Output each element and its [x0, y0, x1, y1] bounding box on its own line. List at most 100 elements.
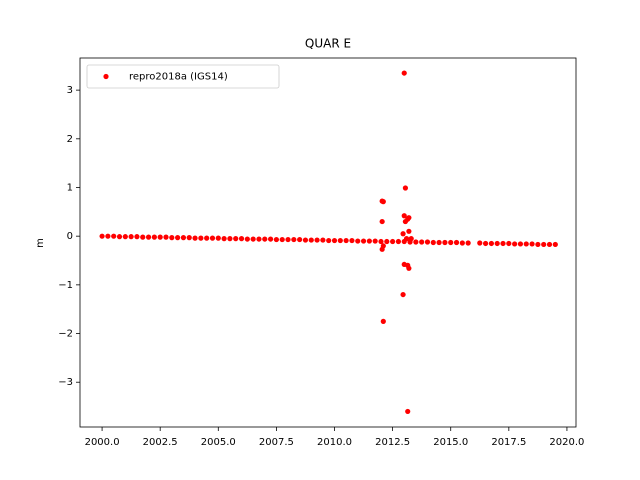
point	[151, 234, 157, 240]
point	[406, 265, 412, 271]
point	[546, 241, 553, 248]
point	[379, 246, 385, 252]
legend-label: repro2018a (IGS14)	[129, 72, 228, 83]
point	[419, 239, 425, 245]
point	[134, 234, 140, 240]
point	[405, 408, 411, 415]
point	[378, 238, 384, 245]
point	[198, 235, 204, 241]
point	[227, 236, 233, 242]
point	[380, 199, 386, 205]
legend-box	[86, 64, 280, 89]
point	[403, 236, 410, 242]
point	[355, 238, 361, 244]
legend-marker	[103, 73, 109, 80]
y-axis-label: m	[35, 238, 46, 248]
point	[453, 239, 460, 246]
point	[360, 238, 367, 244]
point	[337, 237, 343, 244]
point	[291, 236, 297, 243]
point	[349, 237, 355, 244]
point	[494, 240, 500, 247]
y-tick-label: 2	[67, 134, 73, 145]
point	[302, 237, 309, 243]
point	[506, 240, 512, 247]
point	[442, 239, 448, 246]
plot-frame	[79, 57, 577, 428]
point	[436, 239, 442, 246]
x-tick-label: 2017.5	[491, 437, 526, 448]
y-tick-label: −1	[58, 280, 73, 291]
point	[372, 238, 378, 244]
point	[477, 240, 483, 246]
point	[169, 235, 175, 241]
point	[221, 236, 227, 242]
point	[366, 238, 372, 244]
point	[552, 241, 558, 248]
point	[529, 241, 535, 247]
point	[122, 234, 128, 240]
point	[192, 235, 198, 241]
point	[99, 233, 105, 239]
chart-title: QUAR E	[305, 37, 351, 51]
point	[157, 234, 163, 240]
x-tick-label: 2010.0	[317, 437, 352, 448]
point	[175, 235, 181, 241]
point	[535, 241, 541, 248]
point	[413, 239, 419, 245]
point	[379, 218, 385, 225]
x-tick-label: 2005.0	[201, 437, 236, 448]
point	[250, 236, 256, 242]
point	[512, 241, 518, 247]
point	[128, 234, 134, 240]
point	[297, 236, 303, 243]
point	[273, 236, 280, 243]
y-tick-label: 0	[67, 231, 73, 242]
point	[541, 241, 547, 248]
point	[402, 185, 408, 191]
point	[244, 236, 250, 242]
point	[215, 235, 221, 241]
point	[105, 233, 111, 239]
point	[380, 318, 386, 324]
point	[482, 240, 489, 247]
point	[430, 239, 436, 246]
x-tick-label: 2020.0	[549, 437, 584, 448]
x-tick-label: 2002.5	[143, 437, 178, 448]
point	[233, 236, 239, 242]
point	[401, 213, 407, 219]
point	[406, 215, 412, 221]
x-tick-label: 2015.0	[433, 437, 468, 448]
point	[488, 240, 494, 247]
point	[145, 234, 152, 240]
x-tick-label: 2007.5	[259, 437, 294, 448]
point	[320, 237, 326, 243]
point	[424, 239, 431, 245]
point	[408, 236, 414, 242]
point	[523, 241, 529, 247]
point	[209, 235, 216, 241]
point	[238, 236, 245, 242]
point	[163, 234, 169, 240]
point	[140, 234, 146, 240]
point	[186, 235, 192, 241]
point	[406, 228, 412, 234]
point	[465, 240, 471, 246]
point	[256, 236, 262, 242]
point	[401, 70, 407, 76]
point	[267, 236, 274, 242]
point	[400, 291, 406, 298]
point	[390, 238, 396, 245]
point	[116, 234, 123, 240]
y-tick-label: 1	[67, 182, 73, 193]
point	[395, 238, 402, 245]
point	[459, 240, 465, 246]
point	[448, 239, 454, 246]
point	[204, 235, 210, 241]
point	[279, 236, 285, 243]
point	[500, 240, 506, 247]
point	[308, 237, 314, 243]
point	[111, 233, 117, 239]
point	[314, 237, 320, 243]
